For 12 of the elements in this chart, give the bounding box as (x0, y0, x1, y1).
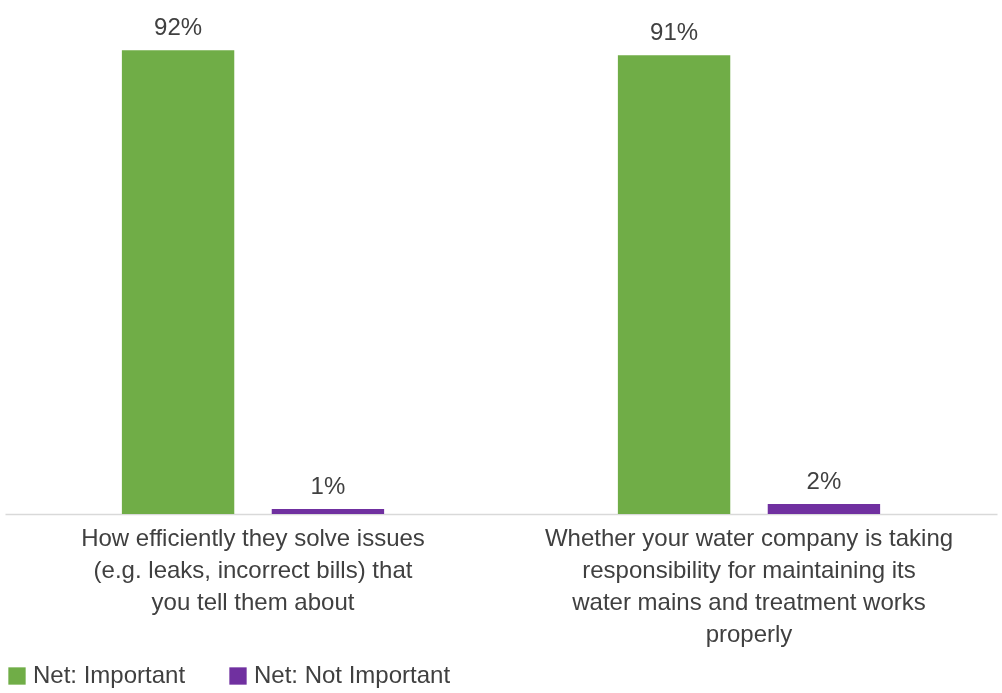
bar (271, 508, 385, 514)
x-tick-label: How efficiently they solve issues (e.g. leaks, incorrect bills) that you tell them about (81, 523, 425, 615)
legend-label: Net: Important (33, 661, 186, 688)
legend-label: Net: Not Important (254, 661, 451, 688)
data-label: 92% (154, 13, 203, 41)
x-tick-label: Whether your water company is taking responsibility for maintaining its water mains and treatment works properly (544, 523, 954, 647)
bar (121, 50, 235, 514)
data-label: 1% (310, 471, 346, 499)
data-label: 2% (806, 466, 842, 494)
bar (617, 55, 731, 514)
bar (767, 503, 881, 514)
data-label: 91% (650, 18, 699, 46)
